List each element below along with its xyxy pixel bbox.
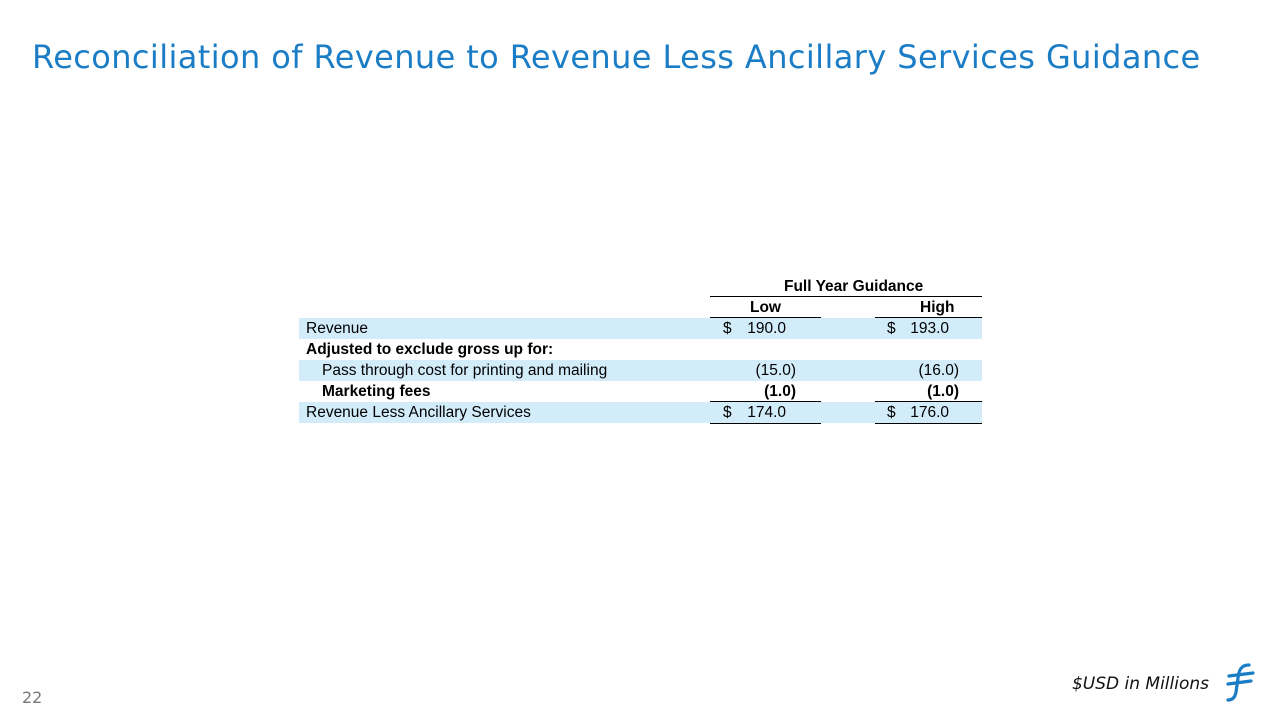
- row-label: Pass through cost for printing and maili…: [322, 362, 608, 379]
- brand-f-logo-icon: [1226, 663, 1255, 702]
- table-column-header-row: Low High: [299, 297, 982, 318]
- table-row-adjustment-heading: Adjusted to exclude gross up for:: [299, 339, 982, 360]
- page-number: 22: [22, 688, 43, 707]
- table-row-revenue: Revenue $ 190.0 $ 193.0: [299, 318, 982, 339]
- table-row-revenue-less-ancillary: Revenue Less Ancillary Services $ 174.0 …: [299, 402, 982, 424]
- table-row-pass-through-cost: Pass through cost for printing and maili…: [299, 360, 982, 381]
- low-value: 190.0: [747, 320, 786, 337]
- high-value: (1.0): [927, 383, 959, 400]
- group-header-underline: [710, 296, 982, 297]
- high-value: 176.0: [910, 404, 949, 421]
- low-currency-symbol: $: [723, 404, 732, 421]
- row-label: Adjusted to exclude gross up for:: [306, 341, 554, 358]
- guidance-table: Full Year Guidance Low High Revenue $ 19…: [299, 276, 982, 424]
- row-label: Revenue: [306, 320, 369, 337]
- row-label: Revenue Less Ancillary Services: [306, 404, 531, 421]
- unit-note: $USD in Millions: [1071, 674, 1209, 694]
- column-header-high: High: [920, 299, 955, 316]
- row-label: Marketing fees: [322, 383, 431, 400]
- high-header-underline: [875, 317, 982, 318]
- low-value: (15.0): [755, 362, 797, 379]
- high-total-underline: [875, 423, 982, 424]
- table-group-header-row: Full Year Guidance: [299, 276, 982, 297]
- low-subtotal-line: [710, 401, 821, 402]
- high-subtotal-line: [875, 401, 982, 402]
- low-value: (1.0): [764, 383, 796, 400]
- low-header-underline: [710, 317, 821, 318]
- column-header-low: Low: [750, 299, 781, 316]
- high-currency-symbol: $: [887, 404, 896, 421]
- high-value: (16.0): [918, 362, 960, 379]
- low-total-underline: [710, 423, 821, 424]
- low-value: 174.0: [747, 404, 786, 421]
- high-value: 193.0: [910, 320, 949, 337]
- low-currency-symbol: $: [723, 320, 732, 337]
- table-row-marketing-fees: Marketing fees (1.0) (1.0): [299, 381, 982, 402]
- full-year-guidance-header: Full Year Guidance: [784, 278, 924, 295]
- page-title: Reconciliation of Revenue to Revenue Les…: [32, 38, 1201, 76]
- high-currency-symbol: $: [887, 320, 896, 337]
